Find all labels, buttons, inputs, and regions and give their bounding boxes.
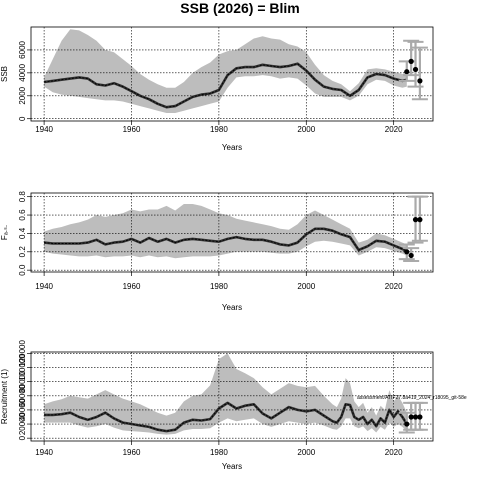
y-tick-label: 0.4 — [18, 227, 27, 239]
x-tick-label: 1960 — [123, 125, 141, 134]
y-axis-label: SSB — [0, 66, 9, 82]
x-tick-label: 1960 — [123, 282, 141, 291]
assessment-note: assessment/ATIF27.8a419_2024_r18095_git-… — [357, 395, 467, 401]
panel-3: 1940 1960 1980 2000 2020 02000040000600008000… — [0, 340, 467, 471]
projection-point — [412, 217, 419, 223]
y-tick-label: 40000 — [18, 398, 27, 421]
confidence-band — [44, 353, 407, 435]
y-axis-label: Fₐ.ₛ. — [0, 225, 9, 240]
y-axis-label: Recruitment (1) — [0, 369, 9, 424]
x-tick-label: 1940 — [35, 282, 53, 291]
y-tick-label: 0.2 — [18, 246, 27, 258]
x-tick-label: 1980 — [210, 448, 228, 457]
x-tick-label: 2020 — [385, 282, 403, 291]
x-axis-label: Years — [222, 303, 242, 312]
projection-point — [404, 69, 410, 75]
y-tick-label: 0 — [18, 116, 27, 121]
y-tick-label: 4000 — [18, 63, 27, 81]
projection-point — [408, 414, 414, 420]
x-tick-label: 2000 — [297, 282, 315, 291]
estimate-line-dashes — [44, 402, 408, 432]
panel-1: 1940 1960 1980 2000 2020 0 2000 4000 6000 Years SS… — [0, 26, 434, 152]
x-tick-label: 2020 — [385, 125, 403, 134]
projection-point — [408, 58, 414, 64]
projection-point — [412, 66, 419, 73]
y-tick-label: 60000 — [18, 384, 27, 407]
projection-point — [417, 78, 423, 84]
y-tick-label: 80000 — [18, 370, 27, 393]
y-tick-label: 2000 — [18, 86, 27, 104]
projection-point — [417, 217, 423, 223]
plot-frame — [30, 351, 434, 442]
x-tick-label: 1980 — [210, 282, 228, 291]
x-tick-label: 1940 — [35, 448, 53, 457]
x-tick-label: 2020 — [385, 448, 403, 457]
projection-point — [408, 252, 414, 259]
x-tick-label: 2000 — [297, 448, 315, 457]
y-tick-label: 0 — [18, 435, 27, 440]
projection-point — [404, 249, 410, 255]
panel-2: 1940 1960 1980 2000 2020 0.0 0.2 0.4 0.6 0.8 Years… — [0, 191, 434, 312]
y-tick-label: 0.6 — [18, 209, 27, 221]
y-tick-label: 0.8 — [18, 191, 27, 203]
y-tick-label: 20000 — [18, 412, 27, 435]
projection-point — [412, 414, 419, 420]
confidence-band — [44, 29, 407, 113]
x-axis-label: Years — [222, 143, 242, 152]
x-tick-label: 1960 — [123, 448, 141, 457]
figure-title: SSB (2026) = Blim — [180, 0, 299, 16]
x-tick-label: 1980 — [210, 125, 228, 134]
x-tick-label: 2000 — [297, 125, 315, 134]
plot-frame — [30, 192, 434, 273]
projection-point — [417, 414, 423, 420]
confidence-band — [44, 204, 407, 259]
estimate-line-dashes — [44, 63, 407, 108]
plot-frame — [30, 26, 434, 122]
x-axis-label: Years — [222, 462, 242, 471]
y-tick-label: 0.0 — [18, 264, 27, 276]
y-tick-label: 100000 — [18, 354, 27, 381]
projection-point — [404, 421, 410, 427]
x-tick-label: 1940 — [35, 125, 53, 134]
y-tick-label: 6000 — [18, 40, 27, 58]
estimate-line-dashes — [44, 228, 407, 252]
y-tick-label: 120000 — [18, 340, 27, 367]
